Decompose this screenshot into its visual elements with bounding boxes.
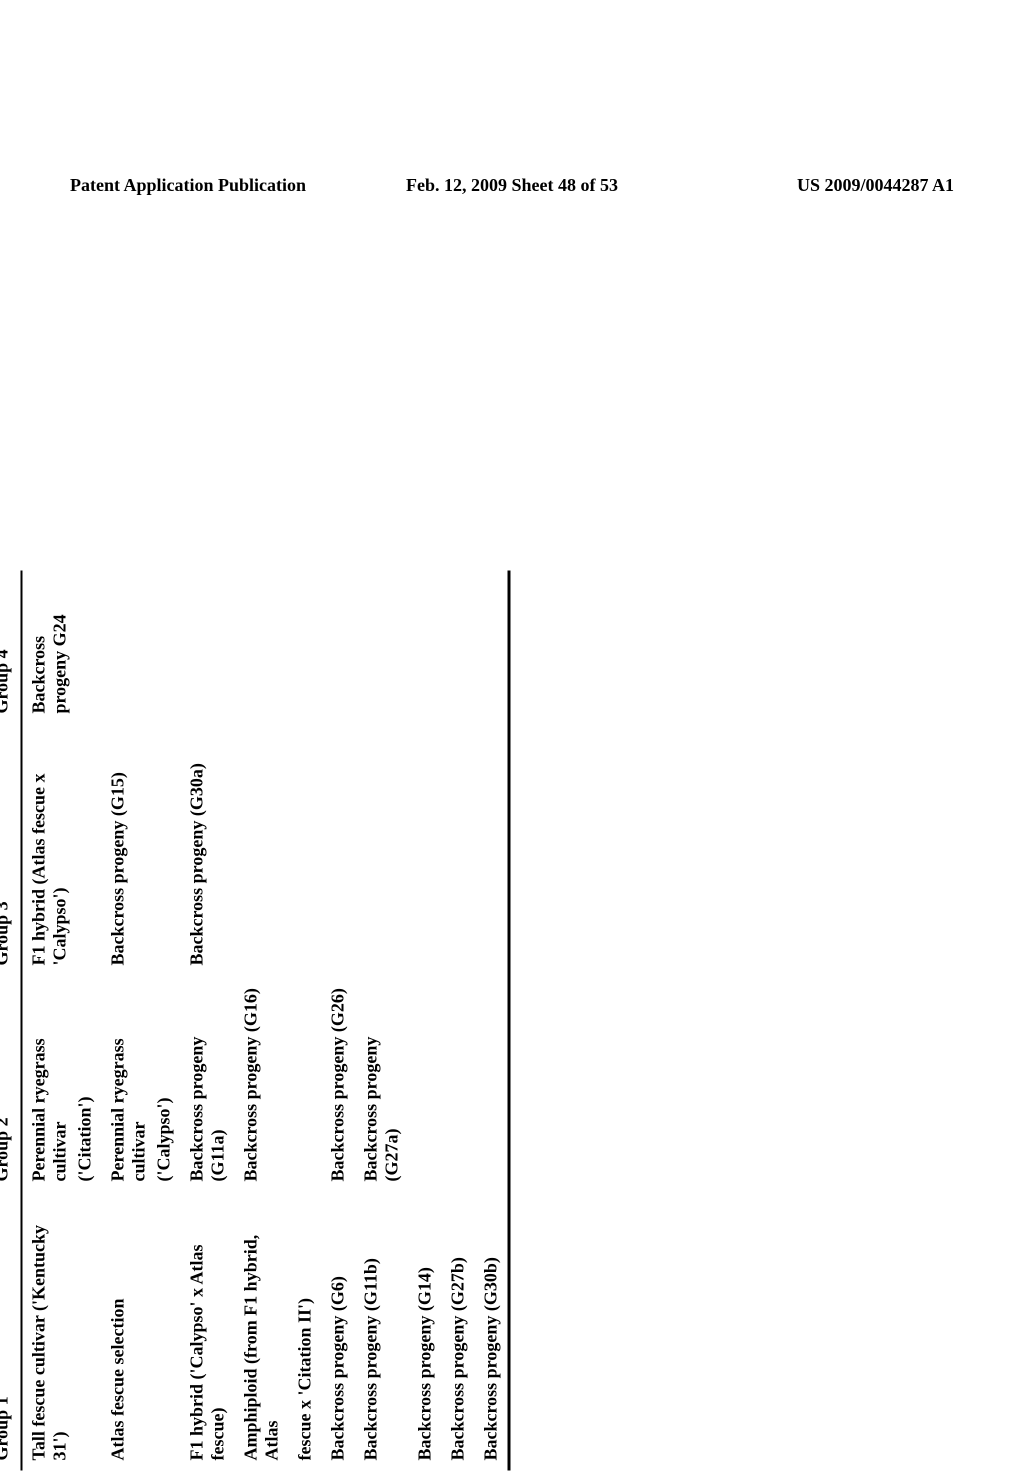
table-row: Atlas fescue selection Perennial ryegras… xyxy=(102,571,181,1471)
cell-group2: Backcross progeny (G16) xyxy=(235,976,289,1192)
table-row: F1 hybrid ('Calypso' x Atlas fescue) Bac… xyxy=(181,571,235,1471)
cell-group3: F1 hybrid (Atlas fescue x 'Calypso') xyxy=(22,724,102,976)
cell-group3: Backcross progeny (G30a) xyxy=(181,724,235,976)
table-row: Backcross progeny (G14) xyxy=(409,571,442,1471)
cell-text: Perennial ryegrass cultivar xyxy=(29,1038,70,1181)
cell-subtext: ('Calypso') xyxy=(154,986,175,1182)
cell-group4 xyxy=(475,571,510,724)
cell-group3 xyxy=(289,724,322,976)
cell-group1: Backcross progeny (G11b) xyxy=(355,1192,409,1471)
cell-group3: Backcross progeny (G15) xyxy=(102,724,181,976)
table-row: Tall fescue cultivar ('Kentucky 31') Per… xyxy=(22,571,102,1471)
cell-group1: Amphiploid (from F1 hybrid, Atlas xyxy=(235,1192,289,1471)
cell-group4 xyxy=(322,571,355,724)
rotated-figure: Figure 15 Group 1 Group 2 Group 3 Group … xyxy=(0,571,511,1471)
header-patent-number: US 2009/0044287 A1 xyxy=(659,175,954,196)
cell-group4 xyxy=(355,571,409,724)
cell-group1: Atlas fescue selection xyxy=(102,1192,181,1471)
cell-group2 xyxy=(442,976,475,1192)
cell-group4 xyxy=(409,571,442,724)
cell-group3 xyxy=(475,724,510,976)
cell-group1: Backcross progeny (G30b) xyxy=(475,1192,510,1471)
table-row: Backcross progeny (G27b) xyxy=(442,571,475,1471)
cell-group2: Backcross progeny (G11a) xyxy=(181,976,235,1192)
cell-group4 xyxy=(442,571,475,724)
cell-group2: Backcross progeny (G26) xyxy=(322,976,355,1192)
page-header: Patent Application Publication Feb. 12, … xyxy=(0,175,1024,196)
cell-subtext: ('Citation') xyxy=(75,986,96,1182)
cell-text: Perennial ryegrass cultivar xyxy=(108,1038,149,1181)
column-header: Group 3 xyxy=(0,724,22,976)
content-area: Figure 15 Group 1 Group 2 Group 3 Group … xyxy=(60,280,964,1180)
cell-group3 xyxy=(442,724,475,976)
cell-group4 xyxy=(102,571,181,724)
table-row: Backcross progeny (G6) Backcross progeny… xyxy=(322,571,355,1471)
cell-group2 xyxy=(475,976,510,1192)
cell-group3 xyxy=(409,724,442,976)
cell-group3 xyxy=(355,724,409,976)
header-date-sheet: Feb. 12, 2009 Sheet 48 of 53 xyxy=(365,175,660,196)
column-header: Group 4 xyxy=(0,571,22,724)
cell-group2: Perennial ryegrass cultivar ('Calypso') xyxy=(102,976,181,1192)
table-header-row: Group 1 Group 2 Group 3 Group 4 xyxy=(0,571,22,1471)
cell-group3 xyxy=(322,724,355,976)
cell-group2 xyxy=(409,976,442,1192)
table-row: fescue x 'Citation II') xyxy=(289,571,322,1471)
cell-group1: Backcross progeny (G27b) xyxy=(442,1192,475,1471)
cell-group4 xyxy=(181,571,235,724)
cell-group1: F1 hybrid ('Calypso' x Atlas fescue) xyxy=(181,1192,235,1471)
column-header: Group 2 xyxy=(0,976,22,1192)
column-header: Group 1 xyxy=(0,1192,22,1471)
cell-group4 xyxy=(289,571,322,724)
cell-group1: Backcross progeny (G6) xyxy=(322,1192,355,1471)
header-publication: Patent Application Publication xyxy=(70,175,365,196)
cell-group2: Backcross progeny (G27a) xyxy=(355,976,409,1192)
cell-group3 xyxy=(235,724,289,976)
cell-group2 xyxy=(289,976,322,1192)
cell-group1: Backcross progeny (G14) xyxy=(409,1192,442,1471)
cell-group1: Tall fescue cultivar ('Kentucky 31') xyxy=(22,1192,102,1471)
cell-group4 xyxy=(235,571,289,724)
cell-group4: Backcross progeny G24 xyxy=(22,571,102,724)
groups-table: Group 1 Group 2 Group 3 Group 4 Tall fes… xyxy=(0,571,511,1471)
table-row: Backcross progeny (G11b) Backcross proge… xyxy=(355,571,409,1471)
table-row: Amphiploid (from F1 hybrid, Atlas Backcr… xyxy=(235,571,289,1471)
table-row: Backcross progeny (G30b) xyxy=(475,571,510,1471)
cell-group2: Perennial ryegrass cultivar ('Citation') xyxy=(22,976,102,1192)
cell-group1: fescue x 'Citation II') xyxy=(289,1192,322,1471)
